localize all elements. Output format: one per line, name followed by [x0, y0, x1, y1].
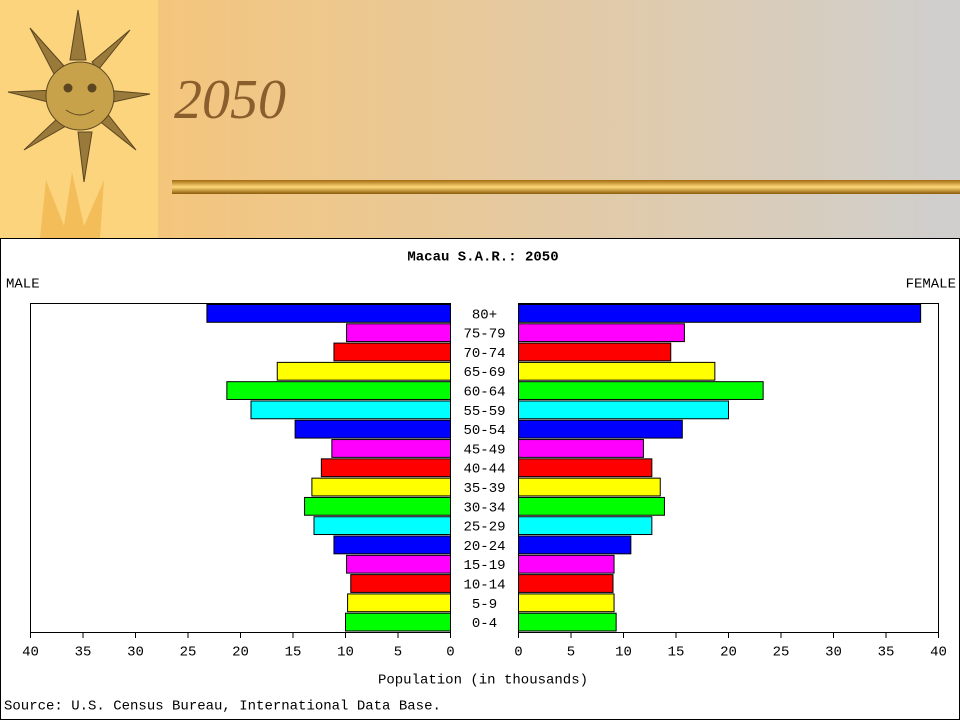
female-bar [518, 496, 665, 516]
header-bg [0, 0, 960, 238]
female-bar [518, 554, 615, 574]
male-bar [345, 612, 451, 632]
male-bar [304, 496, 451, 516]
source-note: Source: U.S. Census Bureau, Internationa… [4, 699, 441, 715]
age-label: 70-74 [463, 346, 505, 362]
female-bar [518, 574, 614, 593]
x-tick-label: 30 [127, 645, 144, 661]
x-tick-label: 10 [615, 645, 632, 661]
x-tick-label: 5 [394, 645, 402, 661]
female-bar [518, 323, 685, 343]
x-tick-label: 40 [930, 645, 947, 661]
male-bar [333, 342, 452, 362]
female-bar [518, 304, 922, 323]
female-bar [518, 342, 672, 362]
male-bar [350, 574, 451, 593]
x-tick-label: 15 [285, 645, 302, 661]
male-bar [333, 535, 452, 555]
male-bar [226, 381, 451, 400]
age-label: 75-79 [463, 327, 505, 343]
age-label: 55-59 [463, 404, 505, 420]
male-bar [311, 477, 451, 497]
x-tick-label: 0 [514, 645, 522, 661]
male-bar [346, 323, 451, 343]
female-bar [518, 361, 716, 381]
x-tick-label: 40 [22, 645, 39, 661]
age-label: 5-9 [472, 597, 497, 613]
male-bar [206, 304, 451, 323]
age-label: 10-14 [463, 577, 505, 593]
legend-female: FEMALE [906, 277, 956, 293]
age-label: 35-39 [463, 481, 505, 497]
female-bar [518, 381, 764, 400]
x-axis-label: Population (in thousands) [378, 673, 588, 689]
age-label: 0-4 [472, 616, 497, 632]
age-label: 15-19 [463, 558, 505, 574]
x-tick-label: 20 [232, 645, 249, 661]
x-tick-label: 35 [75, 645, 92, 661]
female-bar [518, 535, 632, 555]
title-rule [172, 180, 960, 194]
female-bar [518, 400, 729, 420]
female-bar [518, 419, 683, 439]
age-label: 20-24 [463, 539, 505, 555]
male-bar [346, 554, 451, 574]
male-bar [276, 361, 451, 381]
x-tick-label: 30 [825, 645, 842, 661]
age-label: 25-29 [463, 520, 505, 536]
male-bar [294, 419, 451, 439]
x-tick-label: 10 [337, 645, 354, 661]
male-bar [331, 439, 452, 458]
age-label: 80+ [472, 307, 497, 323]
x-tick-label: 35 [878, 645, 895, 661]
sun-shadow [40, 172, 104, 238]
male-bar [347, 593, 452, 613]
legend-male: MALE [6, 277, 40, 293]
male-bar [313, 516, 451, 536]
female-bar [518, 458, 653, 478]
x-tick-label: 25 [180, 645, 197, 661]
x-tick-label: 20 [720, 645, 737, 661]
x-tick-label: 15 [668, 645, 685, 661]
age-label: 50-54 [463, 423, 505, 439]
slide-title: 2050 [174, 69, 286, 131]
age-label: 60-64 [463, 385, 505, 401]
age-label: 65-69 [463, 365, 505, 381]
x-tick-label: 25 [773, 645, 790, 661]
sun-ornament [7, 9, 151, 183]
chart-title: Macau S.A.R.: 2050 [407, 250, 558, 266]
x-tick-label: 0 [446, 645, 454, 661]
female-bar [518, 516, 653, 536]
female-bar [518, 593, 615, 613]
female-bar [518, 439, 644, 458]
age-label: 45-49 [463, 442, 505, 458]
x-tick-label: 5 [567, 645, 575, 661]
age-label: 30-34 [463, 500, 505, 516]
male-bar [250, 400, 451, 420]
female-bar [518, 612, 617, 632]
male-bar [320, 458, 451, 478]
age-label: 40-44 [463, 462, 505, 478]
female-bar [518, 477, 661, 497]
